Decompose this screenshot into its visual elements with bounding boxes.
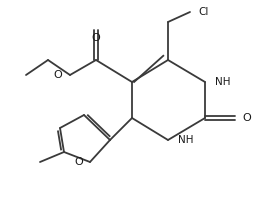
Text: O: O — [53, 70, 62, 80]
Text: NH: NH — [178, 135, 194, 145]
Text: O: O — [92, 33, 100, 43]
Text: Cl: Cl — [198, 7, 208, 17]
Text: O: O — [74, 157, 83, 167]
Text: NH: NH — [215, 77, 230, 87]
Text: O: O — [242, 113, 251, 123]
